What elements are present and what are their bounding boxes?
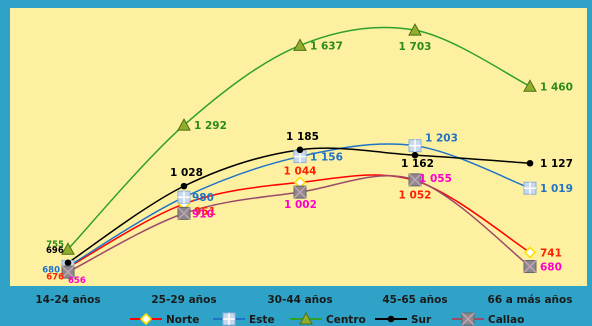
legend-item-centro: Centro [290,311,366,326]
x-tick-label-2: 30-44 años [267,294,332,306]
data-label-centro-3: 1 703 [399,41,432,53]
data-labels: 676 951 1 044 1 052 741 680 980 1 156 1 203 1 019… [42,40,573,286]
legend-marker-sur [387,315,395,323]
data-label-norte-2: 1 044 [284,165,317,177]
x-tick-label-1: 25-29 años [151,294,216,306]
data-label-callao-3: 1 055 [419,173,452,185]
legend-marker-callao [461,312,475,326]
marker-callao-3 [408,173,422,187]
legend-marker-este [222,312,236,326]
marker-centro-0 [61,242,75,255]
marker-centro-1 [177,118,191,131]
data-label-este-2: 1 156 [310,152,343,164]
data-label-norte-3: 1 052 [399,190,432,202]
legend-label-sur: Sur [411,314,432,326]
data-label-norte-4: 741 [540,247,562,259]
data-label-callao-0: 656 [68,276,86,286]
marker-callao-2 [293,185,307,199]
marker-sur-0 [64,259,72,267]
legend-label-este: Este [249,314,275,326]
marker-centro-4 [523,79,537,92]
marker-sur-2 [296,146,304,154]
data-label-norte-0: 676 [46,272,64,282]
legend-item-este: Este [213,312,275,326]
marker-este-2 [293,150,307,164]
x-axis-labels: 14-24 años 25-29 años 30-44 años 45-65 años… [35,294,572,306]
legend-label-callao: Callao [488,314,524,326]
x-tick-label-4: 66 a más años [488,294,573,306]
legend-item-sur: Sur [375,314,432,326]
data-label-callao-2: 1 002 [284,199,317,211]
data-label-sur-2: 1 185 [286,131,319,143]
legend-marker-centro [299,311,313,325]
data-label-sur-3: 1 162 [401,158,434,170]
data-label-sur-4: 1 127 [540,158,573,170]
legend-item-norte: Norte [130,312,199,326]
marker-centro-2 [293,38,307,51]
marker-callao-1 [177,206,191,220]
data-label-callao-4: 680 [540,262,562,274]
marker-sur-4 [526,159,534,167]
data-label-este-4: 1 019 [540,183,573,195]
marker-este-1 [177,190,191,204]
data-label-sur-0: 696 [46,246,64,256]
data-label-centro-4: 1 460 [540,81,573,93]
marker-sur-1 [180,182,188,190]
data-label-centro-1: 1 292 [194,120,227,132]
data-label-este-1: 980 [192,192,214,204]
marker-este-4 [523,181,537,195]
data-label-este-0: 680 [42,266,60,276]
data-label-callao-1: 910 [192,208,214,220]
data-label-centro-2: 1 637 [310,40,343,52]
data-label-sur-1: 1 028 [170,167,203,179]
legend-label-centro: Centro [326,314,366,326]
series-markers [61,23,537,279]
data-label-centro-0: 755 [46,240,64,250]
x-tick-label-0: 14-24 años [35,294,100,306]
data-label-norte-1: 951 [194,206,216,218]
legend-marker-norte [139,312,153,326]
marker-este-3 [408,139,422,153]
data-label-este-3: 1 203 [425,133,458,145]
legend: Norte Este Centro Sur Callao [130,311,524,326]
legend-item-callao: Callao [452,312,524,326]
marker-norte-4 [523,246,537,259]
marker-callao-4 [523,259,537,274]
x-tick-label-3: 45-65 años [382,294,447,306]
marker-sur-3 [411,151,419,159]
marker-centro-3 [408,23,422,36]
marker-callao-0 [61,265,75,279]
legend-label-norte: Norte [166,314,199,326]
